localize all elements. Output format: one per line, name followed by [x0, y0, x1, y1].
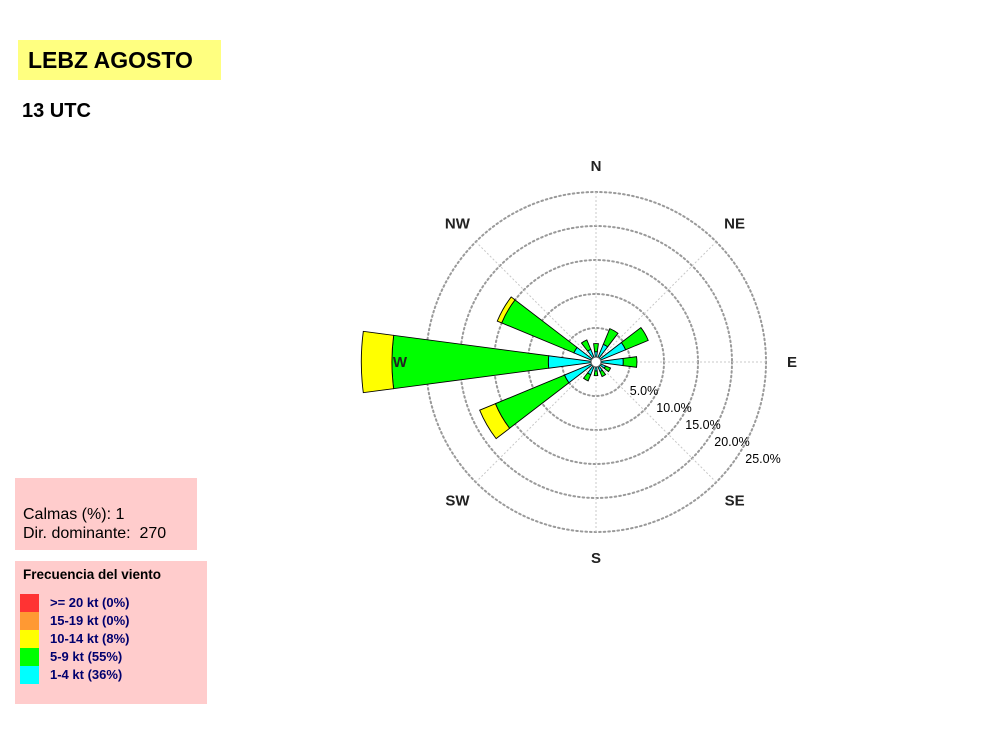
grid-spoke — [595, 241, 717, 363]
ring-label: 25.0% — [745, 452, 780, 466]
direction-label: S — [591, 550, 601, 567]
legend-swatch — [20, 630, 39, 648]
calm-circle — [590, 356, 602, 368]
legend-swatch — [20, 594, 39, 612]
direction-label: N — [591, 158, 602, 175]
dominant-direction-text: Dir. dominante: 270 — [23, 525, 167, 542]
legend-swatch — [20, 612, 39, 630]
grid-spoke — [595, 361, 717, 483]
grid-spoke — [475, 241, 597, 363]
rose-sector — [479, 403, 511, 440]
rose-sector — [620, 326, 649, 351]
rose-sector — [593, 343, 599, 353]
direction-label: E — [787, 354, 797, 371]
direction-label: NE — [724, 215, 745, 232]
ring-label: 5.0% — [630, 384, 659, 398]
direction-label: SW — [445, 493, 470, 510]
ring-label: 10.0% — [656, 401, 691, 415]
legend-label: 5-9 kt (55%) — [50, 649, 123, 664]
chart-title: LEBZ AGOSTO — [18, 40, 221, 80]
rose-sector — [603, 365, 612, 373]
chart-subtitle: 13 UTC — [22, 100, 91, 122]
rose-sector — [496, 296, 516, 324]
rose-sector — [593, 370, 599, 377]
rose-sector — [501, 299, 578, 354]
legend-label: 10-14 kt (8%) — [50, 631, 130, 646]
direction-label: SE — [725, 493, 745, 510]
rose-sector — [580, 339, 592, 352]
rose-sector — [582, 372, 592, 382]
rose-sector — [360, 330, 395, 394]
rose-sector — [391, 334, 550, 390]
legend: Frecuencia del viento >= 20 kt (0%) 15-1… — [15, 561, 207, 704]
legend-label: 15-19 kt (0%) — [50, 613, 130, 628]
ring-label: 15.0% — [685, 418, 720, 432]
rose-sector — [622, 356, 638, 368]
legend-swatch — [20, 666, 39, 684]
grid-spoke — [475, 361, 597, 483]
direction-label: NW — [445, 215, 471, 232]
legend-title: Frecuencia del viento — [23, 567, 162, 582]
direction-label: W — [393, 354, 408, 371]
calms-text: Calmas (%): 1 — [23, 506, 125, 523]
legend-label: >= 20 kt (0%) — [50, 595, 130, 610]
ring-label: 20.0% — [714, 435, 749, 449]
legend-swatch — [20, 648, 39, 666]
rose-sector — [599, 369, 607, 378]
stats-box: Calmas (%): 1 Dir. dominante: 270 — [15, 478, 197, 550]
legend-label: 1-4 kt (36%) — [50, 667, 123, 682]
rose-sector — [494, 374, 570, 429]
rose-sector — [602, 328, 619, 348]
